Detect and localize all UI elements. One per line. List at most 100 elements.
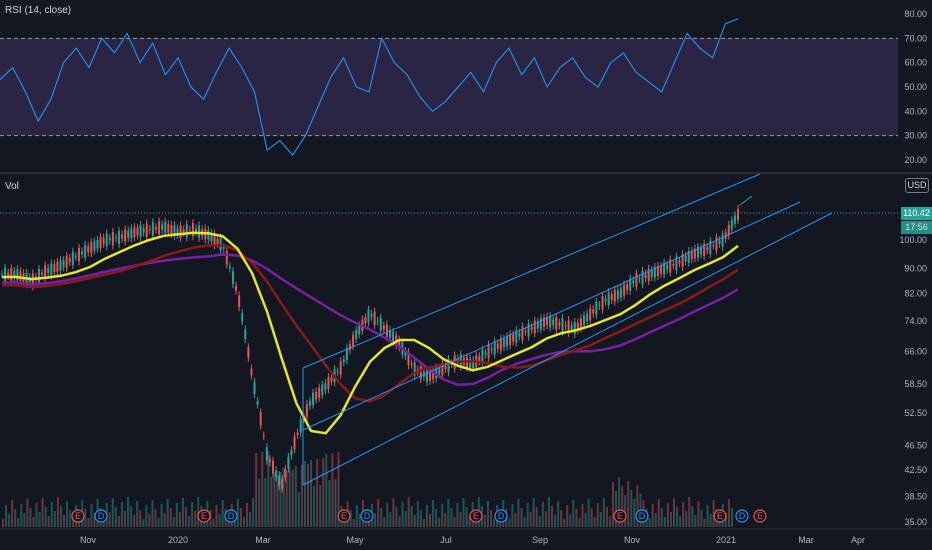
candle-body	[660, 265, 663, 274]
candle-body	[561, 318, 564, 332]
candle-body	[429, 372, 432, 381]
price-axis-tick: 52.50	[904, 408, 927, 418]
candle-body	[715, 237, 718, 251]
candle-body	[65, 255, 68, 269]
volume-bar	[90, 504, 93, 527]
volume-bar	[429, 514, 431, 527]
volume-bar	[163, 513, 166, 527]
candle-body	[167, 224, 170, 233]
volume-bar	[517, 499, 520, 527]
candle-body	[37, 269, 40, 283]
volume-bar	[608, 516, 611, 527]
candle-body	[185, 224, 188, 238]
volume-bar	[63, 515, 65, 527]
volume-bar	[8, 514, 11, 527]
volume-bar	[621, 486, 624, 527]
time-axis-tick: May	[346, 535, 364, 545]
volume-bar	[612, 482, 614, 527]
currency-badge[interactable]: USD	[905, 178, 929, 193]
rsi-indicator-label[interactable]: RSI (14, close)	[5, 5, 72, 16]
volume-indicator-label[interactable]: Vol	[5, 181, 19, 192]
rsi-axis-tick: 30.00	[904, 131, 927, 141]
candle-body	[364, 317, 367, 324]
candle-body	[210, 233, 213, 242]
candle-body	[244, 329, 247, 340]
volume-bar	[398, 516, 401, 527]
candle-body	[595, 301, 598, 316]
candle-body	[441, 362, 444, 376]
candle-body	[496, 343, 499, 349]
volume-bar	[169, 508, 172, 527]
candle-body	[188, 229, 191, 231]
candle-body	[706, 246, 709, 251]
price-axis-tick: 100.00	[899, 235, 927, 245]
candle-body	[139, 225, 142, 238]
volume-bar	[432, 500, 435, 527]
volume-bar	[264, 478, 267, 527]
candle-body	[96, 239, 99, 249]
volume-bar	[279, 472, 282, 527]
candle-body	[542, 317, 545, 327]
volume-bar	[117, 516, 120, 527]
event-marker-earnings	[753, 509, 767, 523]
volume-bar	[566, 505, 569, 527]
event-marker-earnings	[71, 509, 85, 523]
event-marker-label: E	[341, 511, 347, 521]
volume-bar	[17, 518, 20, 527]
candle-body	[533, 320, 536, 334]
volume-bar	[438, 518, 441, 527]
volume-bar	[520, 508, 523, 527]
volume-bar	[584, 513, 587, 527]
volume-bar	[395, 507, 398, 527]
volume-bar	[194, 511, 197, 527]
candle-body	[672, 263, 675, 266]
candle-body	[586, 313, 589, 322]
candle-body	[352, 334, 355, 347]
channel-upper	[302, 173, 761, 369]
volume-bar	[300, 465, 303, 527]
volume-bar	[636, 485, 639, 527]
candle-body	[158, 221, 161, 235]
candle-body	[93, 241, 96, 251]
price-axis-tick: 90.00	[904, 263, 927, 273]
volume-bar	[700, 510, 703, 527]
candle-body	[130, 228, 133, 239]
price-axis-tick: 35.00	[904, 517, 927, 527]
candle-body	[355, 330, 358, 339]
event-marker-label: E	[617, 511, 623, 521]
candle-body	[690, 250, 693, 260]
volume-bar	[212, 519, 215, 527]
volume-bar	[44, 507, 47, 527]
volume-bar	[139, 510, 142, 527]
event-marker-label: D	[228, 511, 235, 521]
volume-bar	[133, 515, 136, 527]
volume-bar	[529, 512, 532, 527]
rsi-axis-tick: 20.00	[904, 155, 927, 165]
rsi-axis-tick: 80.00	[904, 9, 927, 19]
candle-body	[191, 222, 194, 237]
candle-body	[336, 371, 339, 373]
price-axis-tick: 66.00	[904, 347, 927, 357]
volume-bar	[624, 495, 627, 527]
candle-body	[410, 363, 413, 365]
volume-bar	[355, 505, 358, 527]
volume-bar	[557, 501, 560, 527]
candle-body	[44, 265, 47, 279]
candle-body	[669, 259, 672, 273]
volume-bar	[151, 500, 154, 527]
candle-body	[118, 230, 121, 245]
volume-bar	[581, 504, 584, 527]
volume-bar	[673, 498, 675, 527]
candle-body	[102, 237, 105, 244]
candle-body	[238, 295, 241, 308]
volume-bar	[261, 452, 264, 527]
volume-bar	[682, 502, 685, 527]
candle-body	[262, 435, 265, 437]
trend-arrow	[739, 195, 753, 206]
volume-bar	[334, 479, 337, 527]
candle-body	[444, 365, 447, 369]
volume-bar	[172, 517, 175, 527]
candle-body	[68, 258, 71, 263]
volume-bar	[41, 498, 44, 527]
